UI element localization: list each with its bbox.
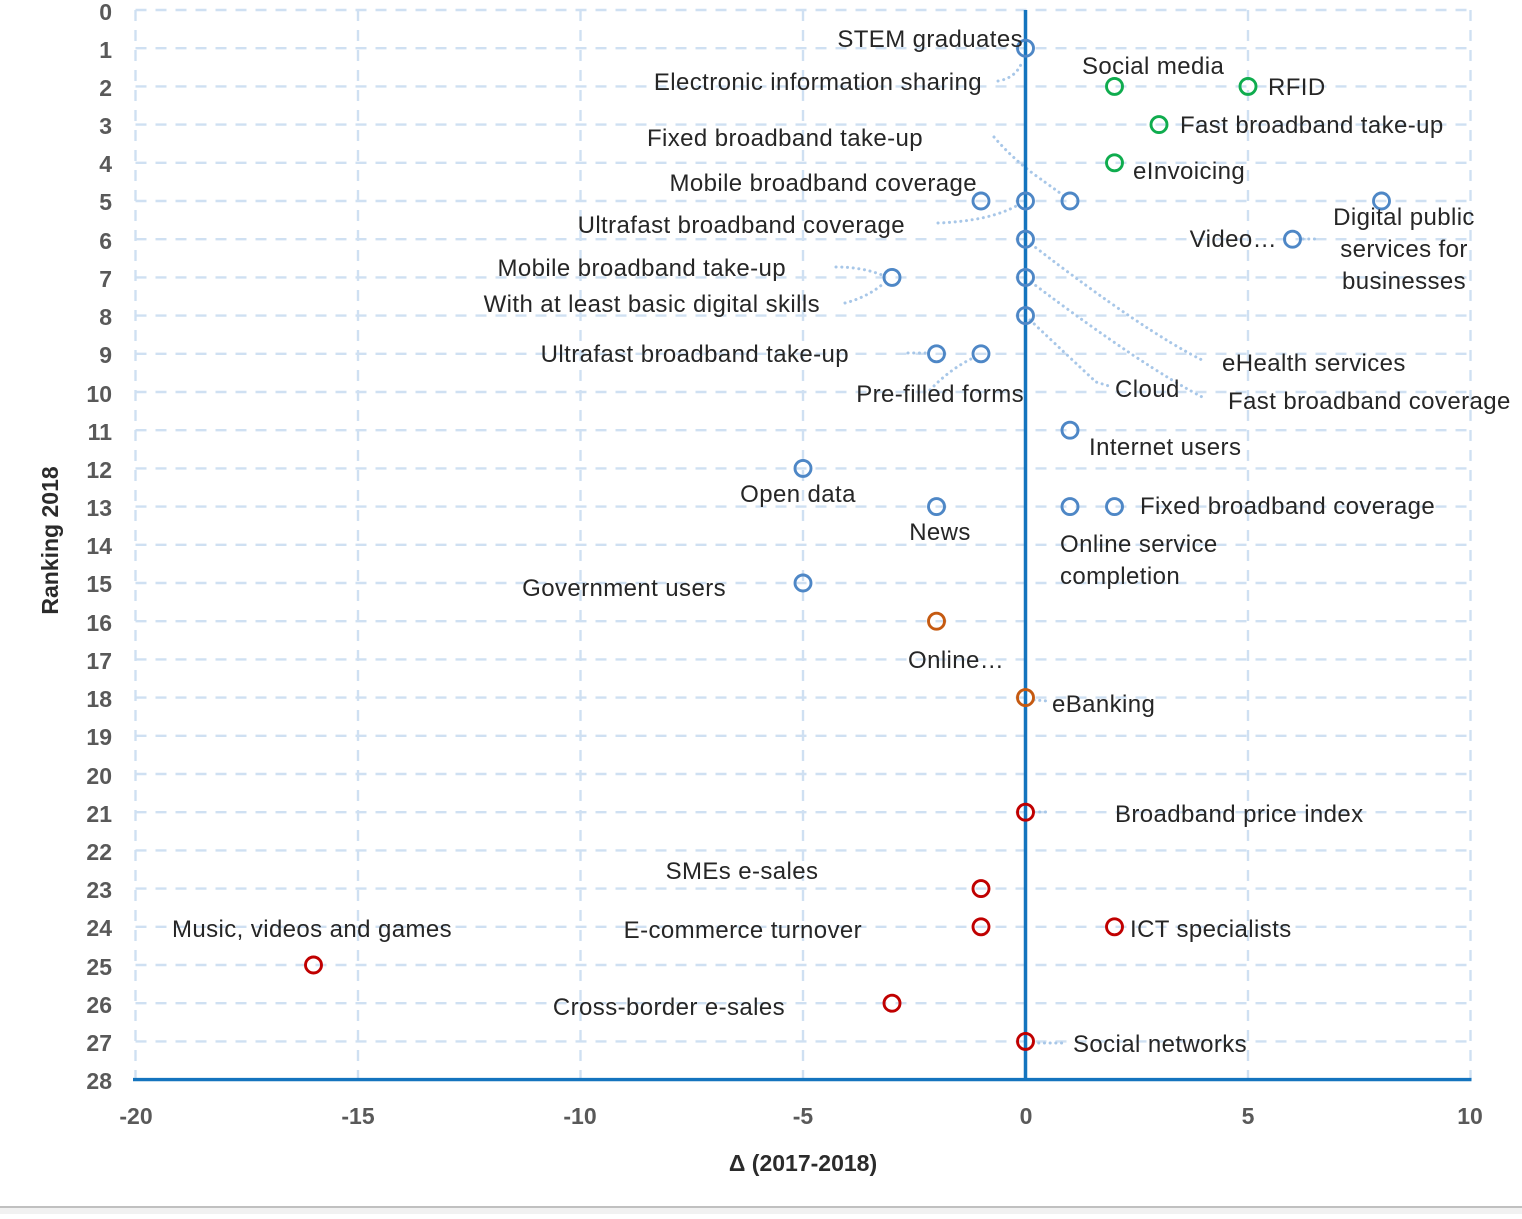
svg-text:9: 9 (99, 342, 112, 368)
svg-text:Ultrafast broadband take-up: Ultrafast broadband take-up (541, 341, 849, 368)
svg-text:SMEs e-sales: SMEs e-sales (666, 858, 819, 885)
svg-text:Video…: Video… (1190, 226, 1277, 253)
svg-text:Ultrafast broadband coverage: Ultrafast broadband coverage (578, 212, 905, 239)
svg-text:26: 26 (86, 992, 112, 1018)
svg-text:Social media: Social media (1082, 53, 1224, 80)
svg-text:Open data: Open data (740, 481, 856, 508)
svg-text:10: 10 (1457, 1103, 1483, 1129)
svg-text:Ranking 2018: Ranking 2018 (37, 466, 63, 614)
svg-text:22: 22 (86, 839, 112, 865)
svg-text:services for: services for (1340, 236, 1468, 263)
svg-text:0: 0 (99, 0, 112, 25)
svg-text:4: 4 (99, 151, 112, 177)
svg-text:Fixed broadband coverage: Fixed broadband coverage (1140, 493, 1435, 520)
svg-text:-15: -15 (341, 1103, 374, 1129)
svg-text:STEM graduates: STEM graduates (837, 26, 1023, 53)
svg-text:25: 25 (86, 954, 112, 980)
svg-text:1: 1 (99, 37, 112, 63)
svg-text:2: 2 (99, 75, 112, 101)
svg-text:10: 10 (86, 381, 112, 407)
svg-text:Online service: Online service (1060, 531, 1218, 558)
svg-text:Mobile broadband coverage: Mobile broadband coverage (669, 170, 977, 197)
svg-text:Fixed broadband take-up: Fixed broadband take-up (647, 125, 923, 152)
svg-text:Social networks: Social networks (1073, 1031, 1247, 1058)
svg-text:eInvoicing: eInvoicing (1133, 158, 1245, 185)
svg-text:RFID: RFID (1268, 74, 1326, 101)
svg-text:Mobile broadband take-up: Mobile broadband take-up (498, 255, 786, 282)
svg-text:News: News (909, 519, 971, 546)
svg-text:7: 7 (99, 266, 112, 292)
svg-text:-5: -5 (793, 1103, 814, 1129)
svg-text:8: 8 (99, 304, 112, 330)
svg-text:ICT specialists: ICT specialists (1130, 916, 1292, 943)
svg-text:24: 24 (86, 915, 112, 941)
svg-text:Broadband price index: Broadband price index (1115, 801, 1364, 828)
svg-text:5: 5 (99, 189, 112, 215)
svg-text:eBanking: eBanking (1052, 691, 1155, 718)
svg-text:3: 3 (99, 113, 112, 139)
svg-text:Fast broadband take-up: Fast broadband take-up (1180, 112, 1444, 139)
svg-text:eHealth services: eHealth services (1222, 350, 1406, 377)
svg-text:6: 6 (99, 228, 112, 254)
svg-text:businesses: businesses (1342, 268, 1466, 295)
svg-text:13: 13 (86, 495, 112, 521)
svg-text:Δ (2017-2018): Δ (2017-2018) (729, 1150, 877, 1176)
svg-text:Government users: Government users (522, 575, 726, 602)
svg-text:Digital public: Digital public (1333, 204, 1475, 231)
svg-text:0: 0 (1020, 1103, 1033, 1129)
svg-text:12: 12 (86, 457, 112, 483)
svg-text:27: 27 (86, 1030, 112, 1056)
svg-text:-10: -10 (563, 1103, 596, 1129)
svg-text:18: 18 (86, 686, 112, 712)
svg-text:23: 23 (86, 877, 112, 903)
svg-text:Cross-border e-sales: Cross-border e-sales (553, 994, 785, 1021)
svg-text:Pre-filled forms: Pre-filled forms (856, 381, 1024, 408)
svg-text:14: 14 (86, 533, 112, 559)
svg-text:E-commerce turnover: E-commerce turnover (624, 917, 862, 944)
svg-text:20: 20 (86, 763, 112, 789)
svg-text:Online…: Online… (908, 647, 1004, 674)
svg-text:-20: -20 (119, 1103, 152, 1129)
svg-text:21: 21 (86, 801, 112, 827)
svg-text:11: 11 (88, 419, 113, 445)
svg-text:5: 5 (1242, 1103, 1255, 1129)
svg-text:Fast broadband coverage: Fast broadband coverage (1228, 388, 1511, 415)
svg-text:28: 28 (86, 1068, 112, 1094)
svg-text:15: 15 (86, 571, 112, 597)
svg-text:completion: completion (1060, 563, 1180, 590)
svg-text:Electronic information sharing: Electronic information sharing (654, 69, 982, 96)
svg-text:Music, videos and games: Music, videos and games (172, 916, 452, 943)
svg-text:19: 19 (86, 724, 112, 750)
svg-text:17: 17 (86, 648, 112, 674)
svg-text:Internet users: Internet users (1089, 434, 1241, 461)
svg-text:Cloud: Cloud (1115, 376, 1180, 403)
svg-text:With at least basic digital sk: With at least basic digital skills (484, 291, 820, 318)
svg-text:16: 16 (86, 610, 112, 636)
